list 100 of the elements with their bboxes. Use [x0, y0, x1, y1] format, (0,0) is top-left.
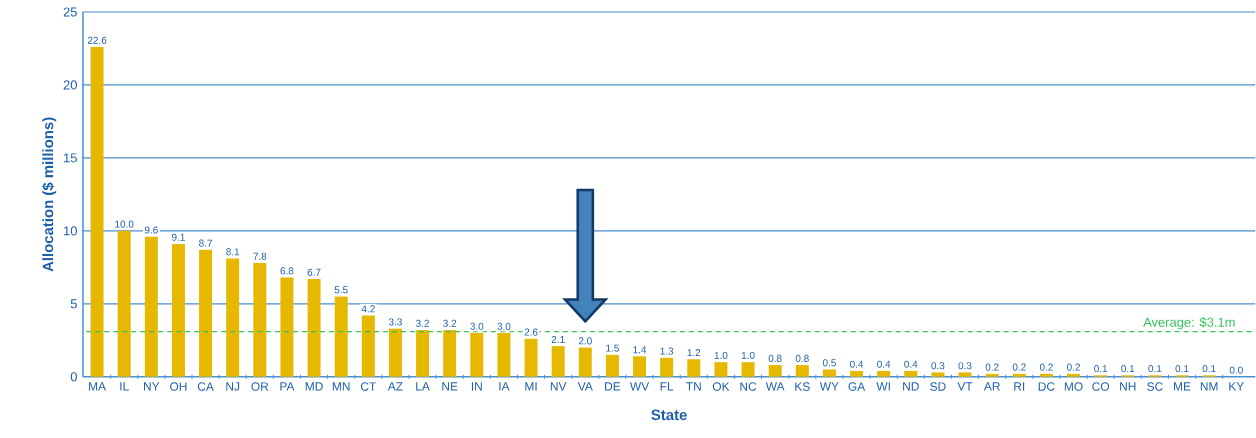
x-tick-label: GA	[848, 382, 866, 391]
x-tick-label: WV	[629, 382, 650, 391]
bar	[280, 277, 294, 377]
data-label: 2.0	[578, 337, 592, 345]
bar	[497, 333, 511, 377]
x-tick-label: NE	[442, 382, 458, 391]
bar	[1012, 373, 1026, 377]
bar	[660, 357, 674, 377]
data-label: 0.2	[1012, 363, 1026, 371]
bar	[171, 244, 185, 377]
y-tick-label: 10	[64, 226, 77, 236]
x-axis-title: State	[651, 409, 687, 421]
data-label: 0.1	[1175, 365, 1189, 373]
x-tick-label: KS	[795, 382, 810, 391]
bar	[795, 365, 809, 377]
bar	[388, 328, 402, 377]
x-tick-label: WY	[819, 382, 839, 391]
data-label: 4.2	[361, 305, 375, 313]
data-label: 7.8	[253, 252, 267, 260]
bar	[931, 372, 945, 377]
bar	[1039, 373, 1053, 377]
bar	[877, 371, 891, 377]
data-label: 0.1	[1148, 365, 1162, 373]
data-label: 9.6	[144, 226, 158, 234]
data-label: 0.3	[931, 362, 945, 370]
data-label: 0.0	[1229, 366, 1243, 374]
x-tick-label: MO	[1064, 382, 1083, 391]
bar	[253, 263, 267, 377]
bar	[443, 330, 457, 377]
x-tick-label: OH	[170, 382, 187, 391]
y-tick-label: 0	[70, 372, 77, 382]
x-tick-label: RI	[1014, 382, 1025, 391]
bar	[578, 347, 592, 377]
data-label: 0.1	[1094, 365, 1108, 373]
bar	[90, 47, 104, 377]
x-tick-label: CA	[197, 382, 214, 391]
data-label: 0.1	[1202, 365, 1216, 373]
bar	[551, 346, 565, 377]
data-label: 0.2	[1066, 363, 1080, 371]
data-label: 0.5	[822, 359, 836, 367]
data-label: 3.0	[497, 322, 511, 330]
x-tick-label: WA	[765, 382, 785, 391]
bar	[524, 338, 538, 377]
y-tick-label: 25	[63, 7, 77, 17]
x-tick-label: AR	[983, 382, 1000, 391]
data-label: 9.1	[171, 233, 185, 241]
x-tick-label: LA	[416, 382, 430, 391]
x-tick-label: MN	[332, 382, 350, 391]
x-tick-label: IL	[120, 382, 129, 391]
bar	[633, 356, 647, 377]
data-label: 3.3	[388, 318, 402, 326]
data-label: 6.8	[280, 267, 294, 275]
data-label: 1.0	[741, 352, 755, 360]
bar	[334, 296, 348, 377]
data-label: 1.5	[606, 344, 619, 352]
bar	[1067, 373, 1081, 377]
data-label: 0.8	[795, 354, 809, 363]
x-tick-label: TN	[686, 382, 701, 391]
bar	[226, 258, 240, 377]
x-tick-label: PA	[280, 382, 295, 391]
x-tick-label: FL	[660, 382, 674, 391]
x-tick-label: OK	[712, 382, 730, 391]
x-tick-label: DC	[1038, 382, 1055, 391]
bar	[714, 362, 728, 377]
x-tick-label: NY	[144, 382, 160, 391]
data-label: 22.6	[87, 36, 107, 44]
data-label: 0.8	[768, 354, 782, 363]
data-label: 0.1	[1121, 365, 1135, 373]
bar	[822, 369, 836, 377]
x-tick-label: AZ	[387, 382, 403, 391]
bar	[470, 333, 484, 377]
x-tick-label: NV	[550, 382, 567, 391]
y-tick-label: 5	[70, 299, 77, 309]
data-label: 10.0	[115, 220, 134, 228]
x-tick-label: SD	[930, 382, 946, 391]
bar	[768, 365, 782, 377]
bar	[307, 279, 321, 377]
x-tick-label: IA	[499, 382, 510, 391]
data-label: 3.0	[470, 322, 484, 330]
y-tick-label: 15	[64, 153, 77, 163]
data-label: 0.2	[1039, 363, 1053, 371]
data-label: 3.2	[443, 319, 457, 327]
data-label: 0.4	[850, 360, 864, 368]
data-label: 6.7	[307, 268, 321, 276]
y-axis-title: Allocation ($ millions)	[42, 117, 57, 272]
data-label: 0.4	[904, 360, 918, 368]
bar	[361, 315, 375, 377]
x-tick-label: DE	[605, 382, 621, 391]
data-label: 1.4	[633, 346, 647, 354]
x-tick-label: KY	[1229, 382, 1244, 391]
x-tick-label: MI	[525, 382, 537, 391]
data-label: 3.2	[416, 319, 429, 327]
data-label: 1.0	[714, 352, 728, 360]
bar	[985, 373, 999, 377]
data-label: 0.2	[985, 363, 999, 371]
data-label: 0.4	[877, 360, 891, 368]
bar	[144, 236, 158, 377]
data-label: 8.1	[226, 248, 240, 256]
x-tick-label: NC	[740, 382, 757, 391]
x-tick-label: IN	[471, 382, 482, 391]
